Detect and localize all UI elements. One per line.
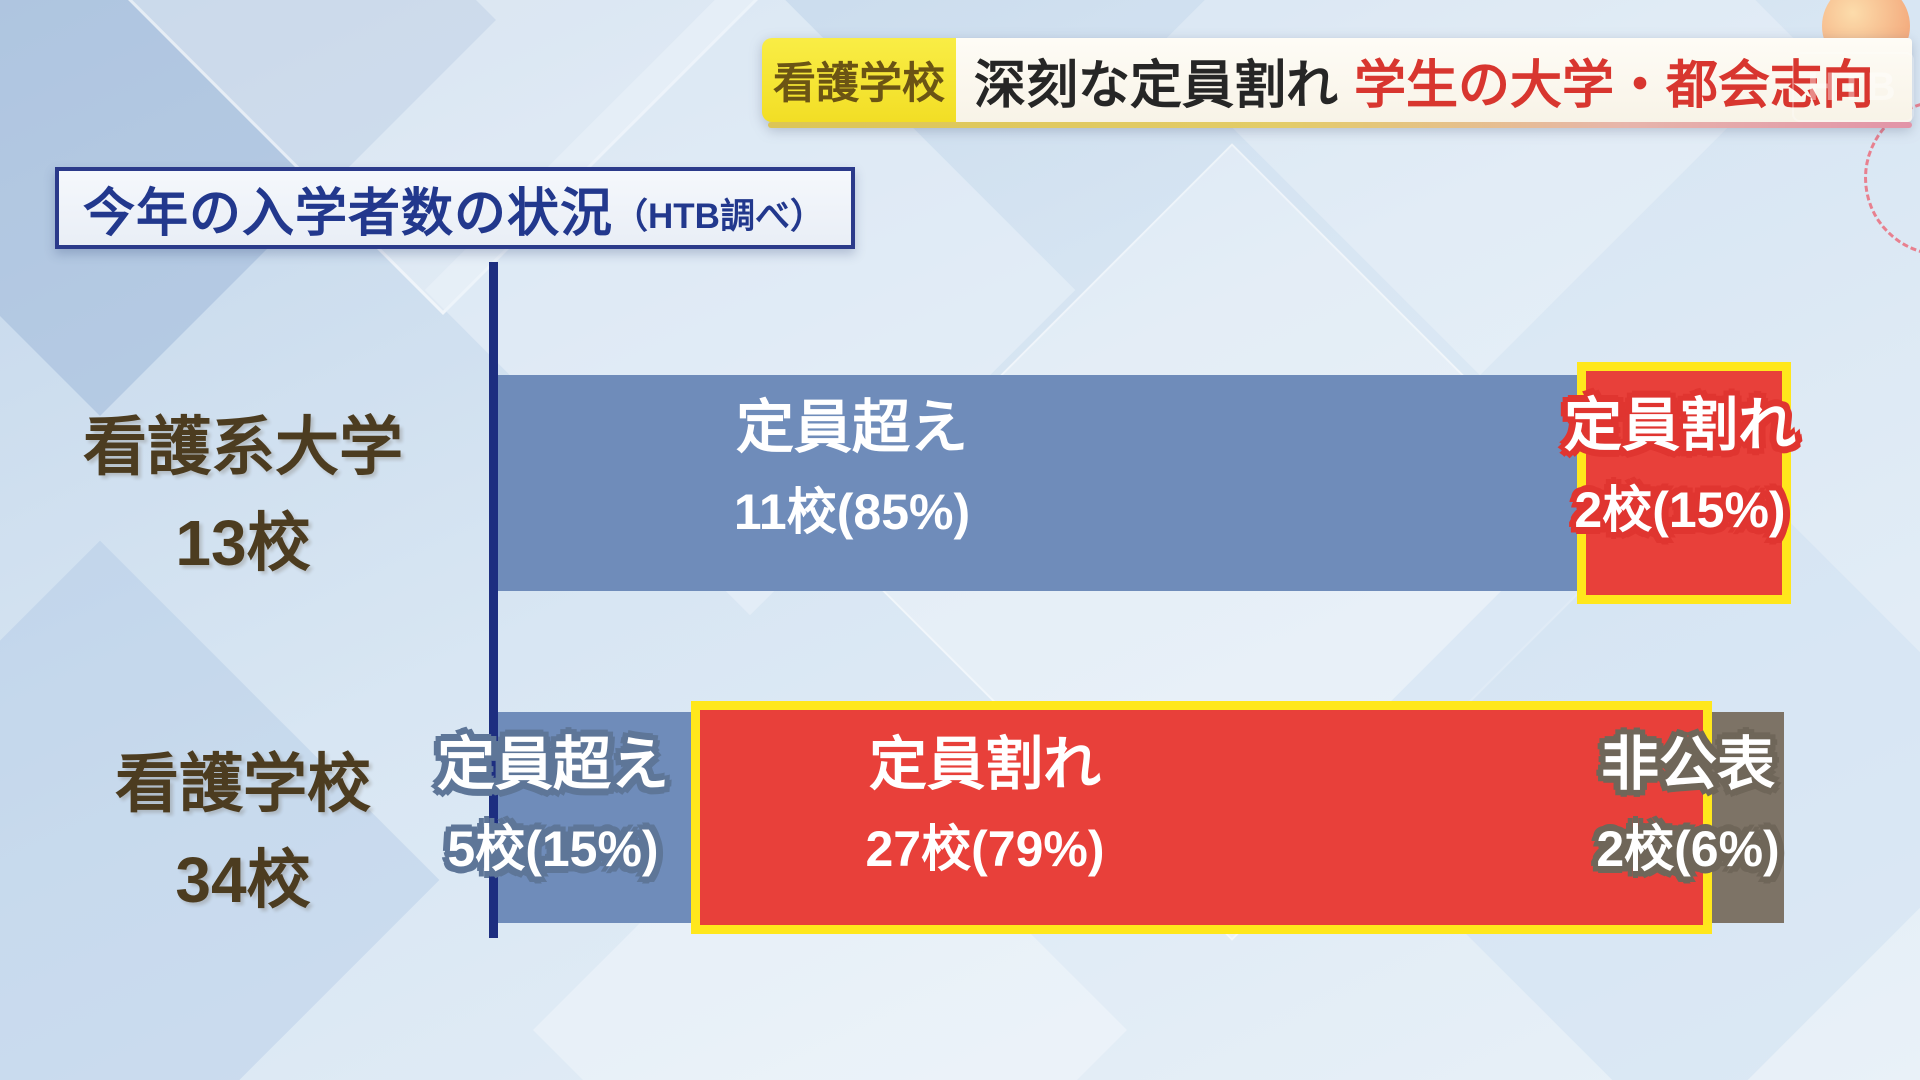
caption-row2-undisclosed: 非公表 2校(6%) bbox=[1596, 732, 1779, 879]
chart-source-note: （HTB調べ） bbox=[613, 196, 825, 236]
segment-value: 27校(79%) bbox=[865, 820, 1105, 877]
chart-title-box: 今年の入学者数の状況 （HTB調べ） bbox=[55, 167, 855, 249]
headline-red-text: 学生の大学・都会志向 bbox=[1354, 56, 1875, 115]
banner-topic-badge: 看護学校 bbox=[762, 38, 956, 122]
bar-row2-undisclosed bbox=[1709, 712, 1784, 923]
headline-black-text: 深刻な定員割れ bbox=[974, 56, 1339, 115]
segment-value: 2校(6%) bbox=[1596, 820, 1780, 877]
caption-row2-over-capacity: 定員超え 5校(15%) bbox=[437, 732, 669, 879]
segment-value: 11校(85%) bbox=[733, 483, 971, 540]
segment-value: 2校(15%) bbox=[1574, 481, 1786, 538]
segment-name: 定員割れ bbox=[1563, 393, 1797, 458]
bar-row2-over-capacity bbox=[498, 712, 694, 923]
htb-watermark: HTB bbox=[1792, 52, 1914, 122]
caption-row2-under-capacity: 定員割れ 27校(79%) bbox=[866, 732, 1105, 879]
caption-row1-over-capacity: 定員超え 11校(85%) bbox=[734, 395, 970, 542]
news-banner: 看護学校 深刻な定員割れ 学生の大学・都会志向 bbox=[762, 38, 1912, 128]
segment-name: 非公表 bbox=[1600, 732, 1775, 797]
bar-row1-under-capacity-highlight bbox=[1577, 362, 1791, 604]
segment-value: 5校(15%) bbox=[447, 820, 659, 877]
row2-total-count: 34校 bbox=[175, 844, 311, 916]
segment-name: 定員割れ bbox=[868, 732, 1101, 797]
chart-title: 今年の入学者数の状況 bbox=[83, 184, 614, 243]
row1-total-count: 13校 bbox=[175, 507, 311, 579]
row1-category-label: 看護系大学 bbox=[83, 411, 403, 483]
segment-name: 定員超え bbox=[735, 395, 969, 460]
caption-row1-under-capacity: 定員割れ 2校(15%) bbox=[1564, 393, 1796, 540]
row2-category-label: 看護学校 bbox=[115, 748, 371, 820]
segment-name: 定員超え bbox=[436, 732, 670, 797]
bar-row1-over-capacity bbox=[498, 375, 1578, 591]
banner-headline: 深刻な定員割れ 学生の大学・都会志向 bbox=[956, 38, 1912, 122]
chart-axis-line bbox=[489, 262, 498, 938]
bar-row2-under-capacity-highlight bbox=[691, 701, 1712, 934]
